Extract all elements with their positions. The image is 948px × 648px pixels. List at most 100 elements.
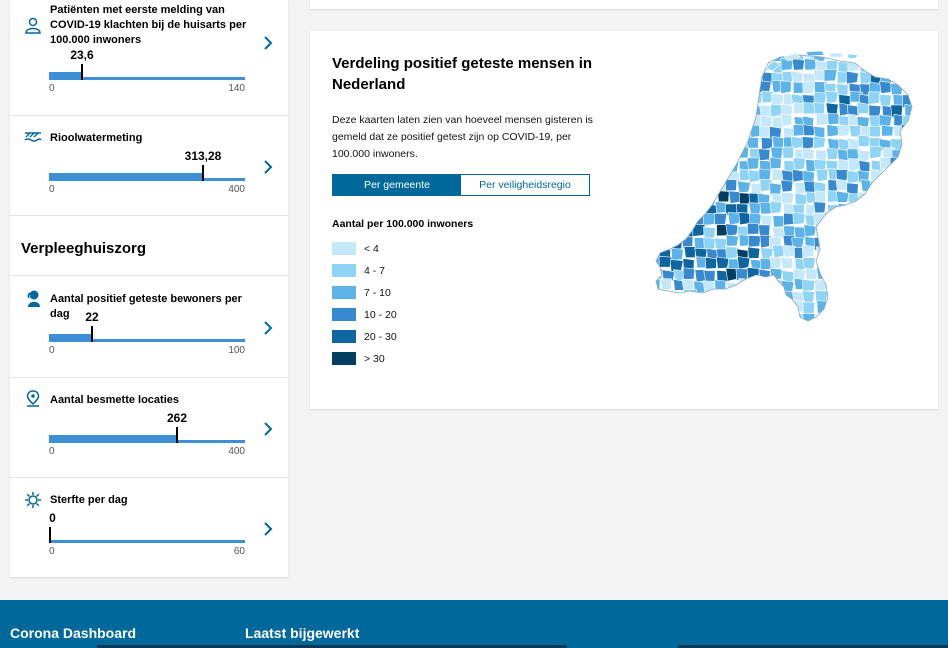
map-municipality[interactable] <box>694 299 707 313</box>
map-municipality[interactable] <box>725 125 738 139</box>
map-municipality[interactable] <box>661 269 676 282</box>
map-municipality[interactable] <box>716 324 728 336</box>
map-municipality[interactable] <box>815 246 829 260</box>
map-municipality[interactable] <box>682 267 695 281</box>
map-municipality[interactable] <box>837 267 850 281</box>
map-municipality[interactable] <box>904 204 917 218</box>
map-municipality[interactable] <box>680 51 693 63</box>
map-municipality[interactable] <box>693 49 706 62</box>
map-municipality[interactable] <box>735 49 749 61</box>
metric-positive-residents[interactable]: Aantal positief geteste bewoners per dag… <box>10 277 288 378</box>
map-municipality[interactable] <box>859 60 872 73</box>
map-municipality[interactable] <box>673 214 687 229</box>
map-municipality[interactable] <box>857 49 870 62</box>
map-municipality[interactable] <box>662 191 675 204</box>
map-municipality[interactable] <box>713 115 727 129</box>
map-municipality[interactable] <box>651 103 664 117</box>
map-municipality[interactable] <box>870 168 882 183</box>
map-municipality[interactable] <box>869 145 882 159</box>
map-municipality[interactable] <box>714 127 728 140</box>
map-municipality[interactable] <box>748 49 762 61</box>
map-municipality[interactable] <box>848 202 862 216</box>
map-municipality[interactable] <box>747 246 761 259</box>
chevron-right-icon[interactable] <box>262 321 274 335</box>
map-municipality[interactable] <box>846 270 859 283</box>
map-municipality[interactable] <box>913 238 920 251</box>
map-municipality[interactable] <box>725 147 738 161</box>
map-municipality[interactable] <box>791 312 804 325</box>
map-municipality[interactable] <box>846 312 859 324</box>
map-municipality[interactable] <box>662 335 674 339</box>
map-municipality[interactable] <box>682 69 694 83</box>
map-municipality[interactable] <box>900 123 913 137</box>
map-municipality[interactable] <box>847 334 858 339</box>
map-municipality[interactable] <box>671 72 685 85</box>
map-municipality[interactable] <box>836 83 849 97</box>
map-municipality[interactable] <box>892 169 905 183</box>
map-municipality[interactable] <box>858 225 872 239</box>
map-municipality[interactable] <box>803 102 817 115</box>
map-municipality[interactable] <box>705 157 718 170</box>
map-municipality[interactable] <box>902 257 914 272</box>
map-municipality[interactable] <box>660 292 674 304</box>
map-municipality[interactable] <box>703 93 716 107</box>
map-municipality[interactable] <box>650 311 663 324</box>
map-municipality[interactable] <box>868 58 882 72</box>
map-municipality[interactable] <box>660 234 674 249</box>
map-municipality[interactable] <box>835 222 847 236</box>
map-municipality[interactable] <box>848 247 861 260</box>
map-municipality[interactable] <box>902 300 915 313</box>
map-municipality[interactable] <box>869 180 883 193</box>
map-municipality[interactable] <box>825 147 838 161</box>
map-municipality[interactable] <box>802 257 816 270</box>
map-municipality[interactable] <box>682 101 696 114</box>
map-municipality[interactable] <box>772 325 785 337</box>
map-municipality[interactable] <box>904 157 918 170</box>
map-municipality[interactable] <box>715 256 730 269</box>
map-municipality[interactable] <box>859 202 873 216</box>
map-municipality[interactable] <box>881 190 896 204</box>
map-municipality[interactable] <box>904 80 916 95</box>
map-municipality[interactable] <box>704 292 718 305</box>
map-municipality[interactable] <box>683 192 696 205</box>
map-municipality[interactable] <box>683 135 696 149</box>
map-municipality[interactable] <box>695 169 709 183</box>
map-municipality[interactable] <box>694 137 707 150</box>
map-municipality[interactable] <box>683 92 696 106</box>
map-municipality[interactable] <box>913 94 920 107</box>
map-municipality[interactable] <box>901 70 914 83</box>
map-municipality[interactable] <box>661 302 675 315</box>
map-municipality[interactable] <box>650 135 662 149</box>
map-municipality[interactable] <box>849 215 862 229</box>
map-municipality[interactable] <box>880 49 892 60</box>
metric-deaths[interactable]: Sterfte per dag 0 0 60 <box>10 478 288 577</box>
map-municipality[interactable] <box>685 322 697 334</box>
map-municipality[interactable] <box>726 337 738 339</box>
map-municipality[interactable] <box>705 256 717 270</box>
map-municipality[interactable] <box>717 301 730 315</box>
map-municipality[interactable] <box>703 179 717 193</box>
map-municipality[interactable] <box>691 61 704 75</box>
map-municipality[interactable] <box>659 115 673 129</box>
chevron-right-icon[interactable] <box>262 160 274 174</box>
map-municipality[interactable] <box>870 279 883 294</box>
map-municipality[interactable] <box>902 169 914 182</box>
map-municipality[interactable] <box>848 236 861 250</box>
map-municipality[interactable] <box>871 268 884 282</box>
map-municipality[interactable] <box>683 58 696 71</box>
map-municipality[interactable] <box>813 201 827 214</box>
map-municipality[interactable] <box>673 201 686 214</box>
map-municipality[interactable] <box>869 215 882 228</box>
map-municipality[interactable] <box>681 158 694 170</box>
map-municipality[interactable] <box>693 102 706 115</box>
map-municipality[interactable] <box>682 181 696 194</box>
map-municipality[interactable] <box>662 138 675 152</box>
map-municipality[interactable] <box>747 302 760 315</box>
map-municipality[interactable] <box>902 237 914 250</box>
map-municipality[interactable] <box>780 256 793 269</box>
map-municipality[interactable] <box>706 325 719 337</box>
map-municipality[interactable] <box>735 80 750 92</box>
map-municipality[interactable] <box>650 204 662 217</box>
map-municipality[interactable] <box>814 323 826 336</box>
map-municipality[interactable] <box>728 190 741 204</box>
